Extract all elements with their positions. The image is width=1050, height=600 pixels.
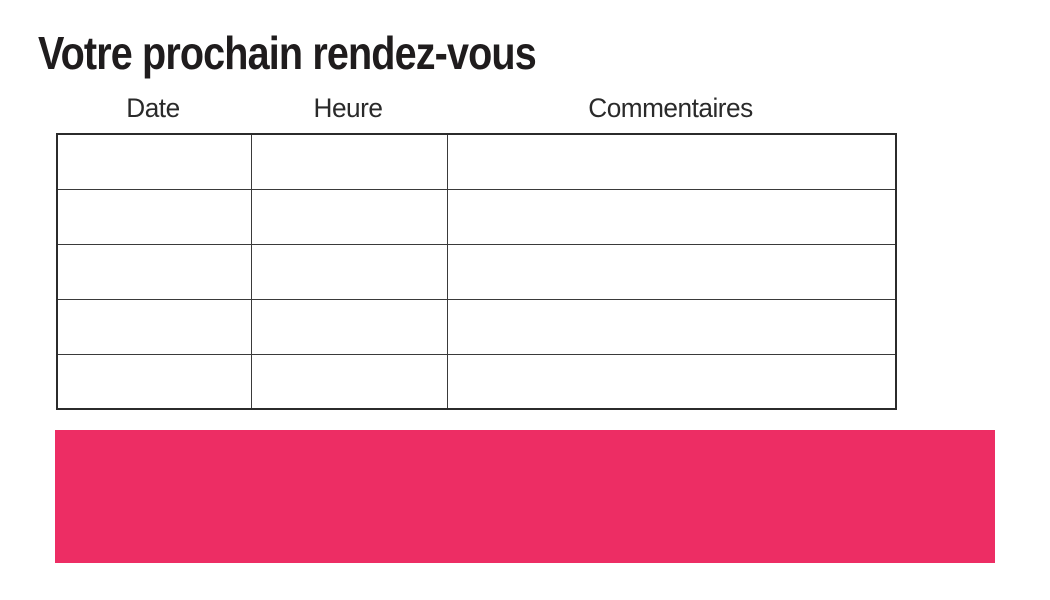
table-cell — [250, 353, 448, 410]
table-cell — [56, 243, 252, 300]
table-row — [56, 133, 897, 190]
column-header-date: Date — [126, 93, 180, 123]
table-cell — [446, 133, 897, 190]
column-header-commentaires: Commentaires — [588, 93, 753, 123]
table-cell — [56, 353, 252, 410]
table-cell — [446, 243, 897, 300]
table-cell — [446, 353, 897, 410]
table-column-headers: Date Heure Commentaires — [56, 92, 895, 124]
pink-banner — [55, 430, 995, 563]
appointments-table — [56, 133, 897, 410]
table-cell — [250, 298, 448, 355]
column-header-heure: Heure — [313, 93, 383, 123]
table-row — [56, 188, 897, 245]
page-title: Votre prochain rendez-vous — [38, 27, 537, 79]
table-row — [56, 353, 897, 410]
table-cell — [56, 133, 252, 190]
table-cell — [250, 188, 448, 245]
table-cell — [250, 243, 448, 300]
table-cell — [56, 188, 252, 245]
table-cell — [446, 298, 897, 355]
table-row — [56, 298, 897, 355]
table-row — [56, 243, 897, 300]
table-cell — [250, 133, 448, 190]
table-cell — [446, 188, 897, 245]
table-cell — [56, 298, 252, 355]
